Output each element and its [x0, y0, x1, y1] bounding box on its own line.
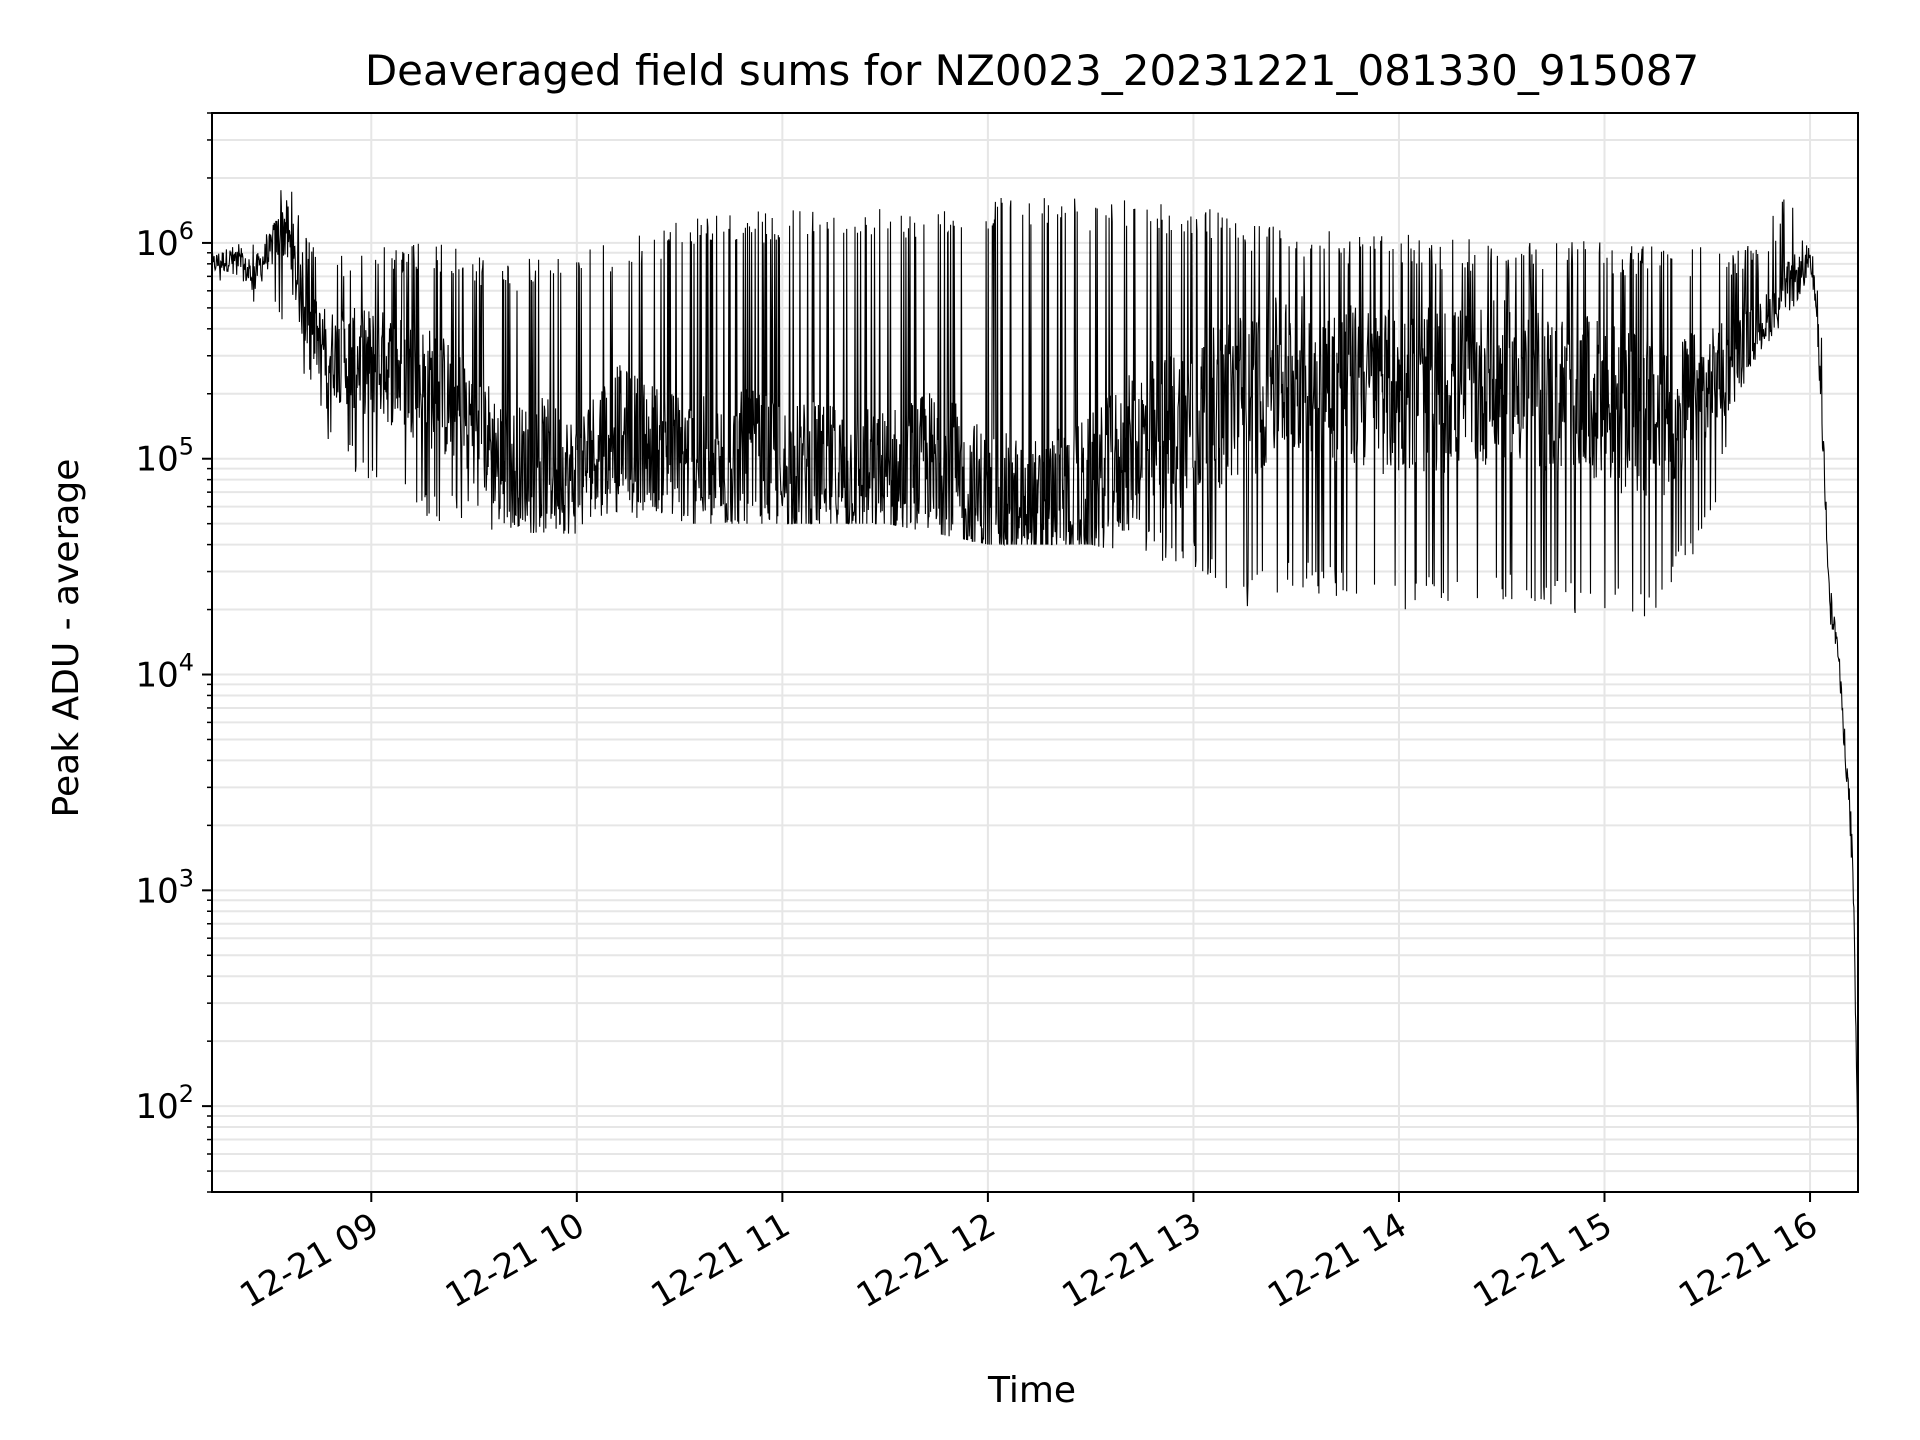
- y-tick-label: 102: [135, 1080, 194, 1127]
- x-tick-label: 12-21 14: [1261, 1205, 1413, 1316]
- y-tick-label: 104: [135, 649, 194, 696]
- y-tick-label: 106: [135, 217, 194, 264]
- chart-title: Deaveraged field sums for NZ0023_2023122…: [365, 46, 1699, 95]
- x-axis-label: Time: [987, 1370, 1076, 1411]
- x-tick-label: 12-21 09: [233, 1205, 385, 1316]
- y-tick-base: 10: [135, 871, 178, 911]
- y-tick-base: 10: [135, 224, 178, 264]
- x-tick-label: 12-21 15: [1467, 1205, 1619, 1316]
- x-tick-label: 12-21 11: [644, 1205, 796, 1316]
- x-tick-label: 12-21 10: [439, 1205, 591, 1316]
- y-tick-exponent: 2: [179, 1080, 194, 1108]
- y-tick-exponent: 4: [179, 649, 194, 677]
- plot-frame: [211, 112, 1859, 1193]
- y-tick-exponent: 3: [179, 864, 194, 892]
- y-tick-base: 10: [135, 440, 178, 480]
- series-trace: [211, 190, 1859, 1148]
- x-tick-label: 12-21 12: [850, 1205, 1002, 1316]
- x-axis-ticks: 12-21 09 12-21 10 12-21 11 12-21 12 12-21 13…: [233, 1192, 1825, 1316]
- y-tick-exponent: 6: [179, 217, 194, 245]
- y-tick-exponent: 5: [179, 433, 194, 461]
- y-axis-label: Peak ADU - average: [46, 459, 87, 818]
- x-tick-label: 12-21 16: [1672, 1205, 1824, 1316]
- y-tick-base: 10: [135, 656, 178, 696]
- y-tick-label: 105: [135, 433, 194, 480]
- series-line: [211, 190, 1859, 1148]
- x-tick-label: 12-21 13: [1056, 1205, 1208, 1316]
- y-tick-label: 103: [135, 864, 194, 911]
- y-tick-base: 10: [135, 1087, 178, 1127]
